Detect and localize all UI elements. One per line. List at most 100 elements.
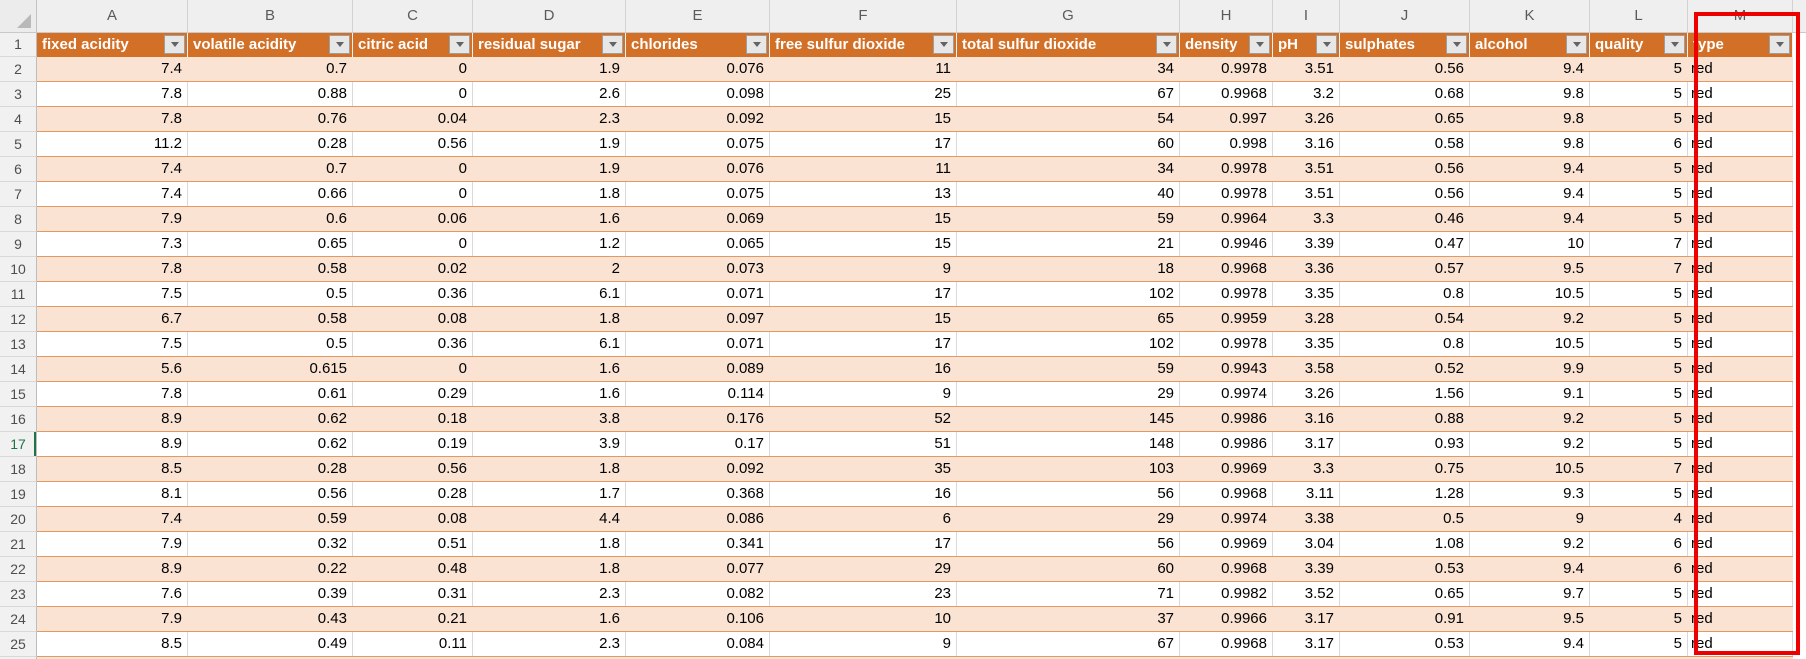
cell-J24[interactable]: 0.91 (1434, 610, 1464, 627)
cell-J8[interactable]: 0.46 (1434, 210, 1464, 227)
row-header-13[interactable]: 13 (0, 332, 37, 357)
filter-button-chlorides[interactable] (746, 35, 767, 54)
cell-G11[interactable]: 102 (957, 282, 1180, 306)
cell-C15[interactable]: 0.29 (353, 382, 473, 406)
cell-F17[interactable]: 51 (770, 432, 957, 456)
cell-H23[interactable]: 0.9982 (1180, 582, 1273, 606)
cell-B8[interactable]: 0.6 (326, 210, 347, 227)
cell-F23[interactable]: 23 (770, 582, 957, 606)
cell-L10[interactable]: 7 (1673, 260, 1682, 277)
cell-K6[interactable]: 9.4 (1563, 160, 1584, 177)
cell-G20[interactable]: 29 (1157, 510, 1174, 527)
cell-C23[interactable]: 0.31 (353, 582, 473, 606)
cell-E3[interactable]: 0.098 (626, 82, 770, 106)
header-cell-density[interactable]: density (1180, 33, 1273, 57)
cell-C24[interactable]: 0.21 (437, 610, 467, 627)
cell-F3[interactable]: 25 (770, 82, 957, 106)
column-header-J[interactable]: J (1340, 0, 1470, 32)
cell-L14[interactable]: 5 (1673, 360, 1682, 377)
cell-J22[interactable]: 0.53 (1434, 560, 1464, 577)
cell-I5[interactable]: 3.16 (1273, 132, 1340, 156)
cell-L13[interactable]: 5 (1590, 332, 1688, 356)
cell-I11[interactable]: 3.35 (1273, 282, 1340, 306)
cell-J9[interactable]: 0.47 (1340, 232, 1470, 256)
cell-H2[interactable]: 0.9978 (1221, 60, 1267, 77)
cell-M20[interactable]: red (1691, 510, 1713, 527)
cell-H8[interactable]: 0.9964 (1221, 210, 1267, 227)
cell-L11[interactable]: 5 (1590, 282, 1688, 306)
cell-D11[interactable]: 6.1 (473, 282, 626, 306)
cell-M3[interactable]: red (1688, 82, 1793, 106)
cell-D18[interactable]: 1.8 (599, 460, 620, 477)
cell-M11[interactable]: red (1688, 282, 1793, 306)
cell-B11[interactable]: 0.5 (188, 282, 353, 306)
column-header-K[interactable]: K (1470, 0, 1590, 32)
cell-A2[interactable]: 7.4 (161, 60, 182, 77)
cell-B13[interactable]: 0.5 (188, 332, 353, 356)
column-header-D[interactable]: D (473, 0, 626, 32)
cell-K18[interactable]: 10.5 (1554, 460, 1584, 477)
filter-button-citric-acid[interactable] (449, 35, 470, 54)
row-header-6[interactable]: 6 (0, 157, 37, 182)
header-cell-total-sulfur-dioxide[interactable]: total sulfur dioxide (957, 33, 1180, 57)
cell-G3[interactable]: 67 (957, 82, 1180, 106)
cell-J15[interactable]: 1.56 (1340, 382, 1470, 406)
cell-G10[interactable]: 18 (1157, 260, 1174, 277)
cell-M9[interactable]: red (1688, 232, 1793, 256)
row-header-18[interactable]: 18 (0, 457, 37, 482)
cell-E18[interactable]: 0.092 (726, 460, 764, 477)
cell-A20[interactable]: 7.4 (161, 510, 182, 527)
cell-I16[interactable]: 3.16 (1304, 410, 1334, 427)
cell-F2[interactable]: 11 (935, 60, 951, 77)
row-header-11[interactable]: 11 (0, 282, 37, 307)
cell-J2[interactable]: 0.56 (1434, 60, 1464, 77)
cell-A12[interactable]: 6.7 (161, 310, 182, 327)
cell-M6[interactable]: red (1691, 160, 1713, 177)
cell-B18[interactable]: 0.28 (317, 460, 347, 477)
row-header-17[interactable]: 17 (0, 432, 37, 457)
cell-C13[interactable]: 0.36 (353, 332, 473, 356)
cell-M8[interactable]: red (1691, 210, 1713, 227)
cell-A21[interactable]: 7.9 (37, 532, 188, 556)
cell-C6[interactable]: 0 (458, 160, 467, 177)
cell-D19[interactable]: 1.7 (473, 482, 626, 506)
cell-M16[interactable]: red (1691, 410, 1713, 427)
cell-M23[interactable]: red (1688, 582, 1793, 606)
cell-H10[interactable]: 0.9968 (1221, 260, 1267, 277)
cell-F22[interactable]: 29 (934, 560, 951, 577)
cell-I23[interactable]: 3.52 (1273, 582, 1340, 606)
row-header-5[interactable]: 5 (0, 132, 37, 157)
cell-G16[interactable]: 145 (1148, 410, 1174, 427)
row-header-4[interactable]: 4 (0, 107, 37, 132)
cell-C18[interactable]: 0.56 (437, 460, 467, 477)
cell-D20[interactable]: 4.4 (599, 510, 620, 527)
cell-L21[interactable]: 6 (1590, 532, 1688, 556)
cell-B19[interactable]: 0.56 (188, 482, 353, 506)
cell-K4[interactable]: 9.8 (1563, 110, 1584, 127)
cell-J10[interactable]: 0.57 (1434, 260, 1464, 277)
cell-A7[interactable]: 7.4 (37, 182, 188, 206)
row-header-14[interactable]: 14 (0, 357, 37, 382)
cell-E9[interactable]: 0.065 (626, 232, 770, 256)
cell-L23[interactable]: 5 (1590, 582, 1688, 606)
cell-C20[interactable]: 0.08 (437, 510, 467, 527)
cell-D5[interactable]: 1.9 (473, 132, 626, 156)
cell-C5[interactable]: 0.56 (353, 132, 473, 156)
cell-C10[interactable]: 0.02 (437, 260, 467, 277)
cell-C14[interactable]: 0 (458, 360, 467, 377)
cell-F7[interactable]: 13 (770, 182, 957, 206)
cell-I20[interactable]: 3.38 (1304, 510, 1334, 527)
cell-G19[interactable]: 56 (957, 482, 1180, 506)
row-header-1[interactable]: 1 (0, 33, 37, 57)
cell-F4[interactable]: 15 (934, 110, 951, 127)
cell-A3[interactable]: 7.8 (37, 82, 188, 106)
column-header-E[interactable]: E (626, 0, 770, 32)
cell-A22[interactable]: 8.9 (161, 560, 182, 577)
cell-A4[interactable]: 7.8 (161, 110, 182, 127)
cell-C11[interactable]: 0.36 (353, 282, 473, 306)
row-header-21[interactable]: 21 (0, 532, 37, 557)
cell-E7[interactable]: 0.075 (626, 182, 770, 206)
cell-L20[interactable]: 4 (1673, 510, 1682, 527)
cell-M10[interactable]: red (1691, 260, 1713, 277)
filter-button-volatile-acidity[interactable] (329, 35, 350, 54)
